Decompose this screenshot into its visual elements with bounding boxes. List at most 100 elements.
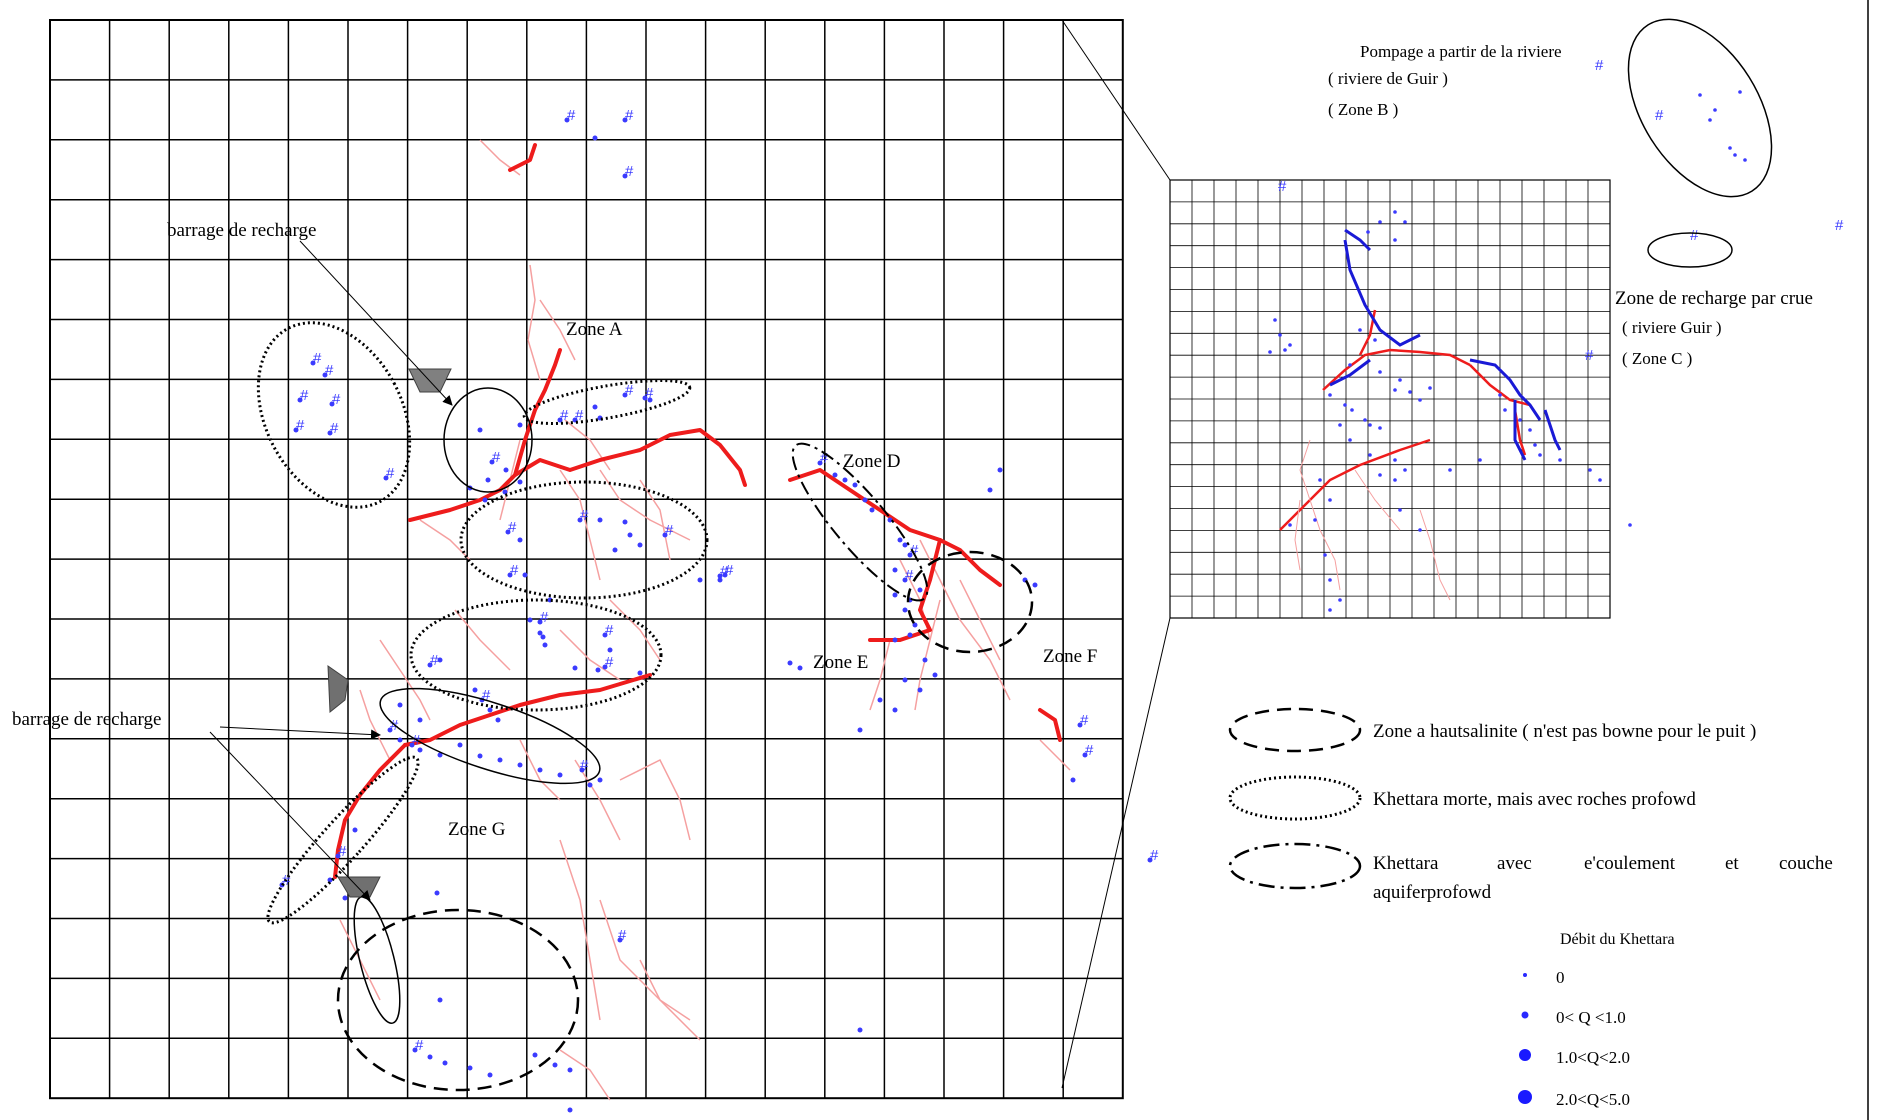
zone-c-line1: Zone de recharge par crue [1615,288,1813,309]
well-symbol: # [580,757,589,774]
solid-zone-g [379,687,601,785]
well-marker [857,1027,863,1033]
dotted-zone-west [256,321,412,509]
well-symbol: # [1150,847,1159,864]
well-marker [617,937,623,943]
solid-zone-g-south [353,896,401,1024]
well-marker [717,577,723,583]
well-marker [987,487,993,493]
arrow-barrage-bottom-1 [219,726,381,740]
high-salinity-zones [336,550,1034,1092]
inset-well-marker [1313,518,1317,522]
well-marker [409,742,415,748]
flow-class-2-marker [1519,1049,1531,1061]
channel-branch [559,1049,611,1101]
inset-well-marker [1538,453,1542,457]
channel-branch [539,299,576,361]
channel-branch [574,759,621,841]
inset-blue-channel [1344,228,1372,252]
well-symbol: # [325,362,334,379]
well-marker [817,460,823,466]
recharge-dam-south [337,876,381,898]
channel-branch [527,264,541,381]
inset-well-marker [1418,398,1422,402]
well-marker [517,762,523,768]
well-marker [352,827,358,833]
channel-branch [559,839,601,1021]
inset-well-marker [1403,220,1407,224]
inset-well-marker [1338,423,1342,427]
well-marker [917,687,923,693]
main-channel [1038,708,1062,742]
inset-pink-channel [1354,469,1401,531]
inset-channels [1279,228,1562,601]
well-marker [627,532,633,538]
well-marker [787,660,793,666]
well-marker [892,637,898,643]
inset-well-marker [1728,146,1732,150]
flow-class-1-label: 0< Q <1.0 [1556,1008,1626,1027]
dotted-zone-g-west [266,755,420,925]
well-marker [922,657,928,663]
channel-branch [454,609,511,671]
well-marker [902,607,908,613]
legend-dotted-symbol [1228,775,1362,821]
channel-branch [599,899,701,1041]
well-marker [557,772,563,778]
well-marker [622,173,628,179]
well-symbol: # [1690,227,1699,244]
well-marker [477,753,483,759]
channel-branch [619,758,691,841]
well-marker [1070,777,1076,783]
zone-c-ellipse [1647,232,1733,268]
legend-dashdot-w4: et [1725,853,1739,874]
inset-well-marker [1393,388,1397,392]
well-marker [552,1062,558,1068]
well-marker [932,672,938,678]
inset-well-marker [1403,468,1407,472]
flow-class-1-marker [1521,1011,1529,1019]
zone-a-label: Zone A [566,319,623,340]
well-marker [557,417,563,423]
well-marker [892,707,898,713]
well-marker [892,567,898,573]
well-marker [869,507,875,513]
well-symbol: # [1080,712,1089,729]
channel-branch [639,479,671,561]
well-marker [1082,752,1088,758]
inset-blue-channel [1469,358,1542,421]
well-marker [485,477,491,483]
inset-well-marker [1368,423,1372,427]
well-marker [717,573,723,579]
inset-well-marker [1558,458,1562,462]
well-symbol: # [625,107,634,124]
inset-well-marker [1498,393,1502,397]
well-marker [327,877,333,883]
well-marker [427,1054,433,1060]
dashdot-zone-d [791,442,929,602]
inset-well-marker [1503,408,1507,412]
inset-well-marker [1448,468,1452,472]
well-marker [507,572,513,578]
inset-blue-channel [1343,239,1421,347]
inset-well-marker [1708,118,1712,122]
inset-red-channel [1469,364,1531,407]
well-symbol: # [618,927,627,944]
well-symbol: # [330,420,339,437]
inset-well-marker [1328,608,1332,612]
inset-well-marker [1698,93,1702,97]
well-symbol: # [296,417,305,434]
well-marker [537,619,543,625]
well-symbol: # [910,542,919,559]
arrow-barrage-top [299,240,453,406]
inset-well-marker [1373,338,1377,342]
well-marker [902,542,908,548]
inset-well-marker [1418,528,1422,532]
well-marker [602,632,608,638]
legend-dashed-label: Zone a hautsalinite ( n'est pas bowne po… [1373,721,1756,742]
well-marker [642,395,648,401]
well-symbol: # [905,567,914,584]
channel-branch [869,639,891,711]
inset-red-channel [1279,438,1431,531]
